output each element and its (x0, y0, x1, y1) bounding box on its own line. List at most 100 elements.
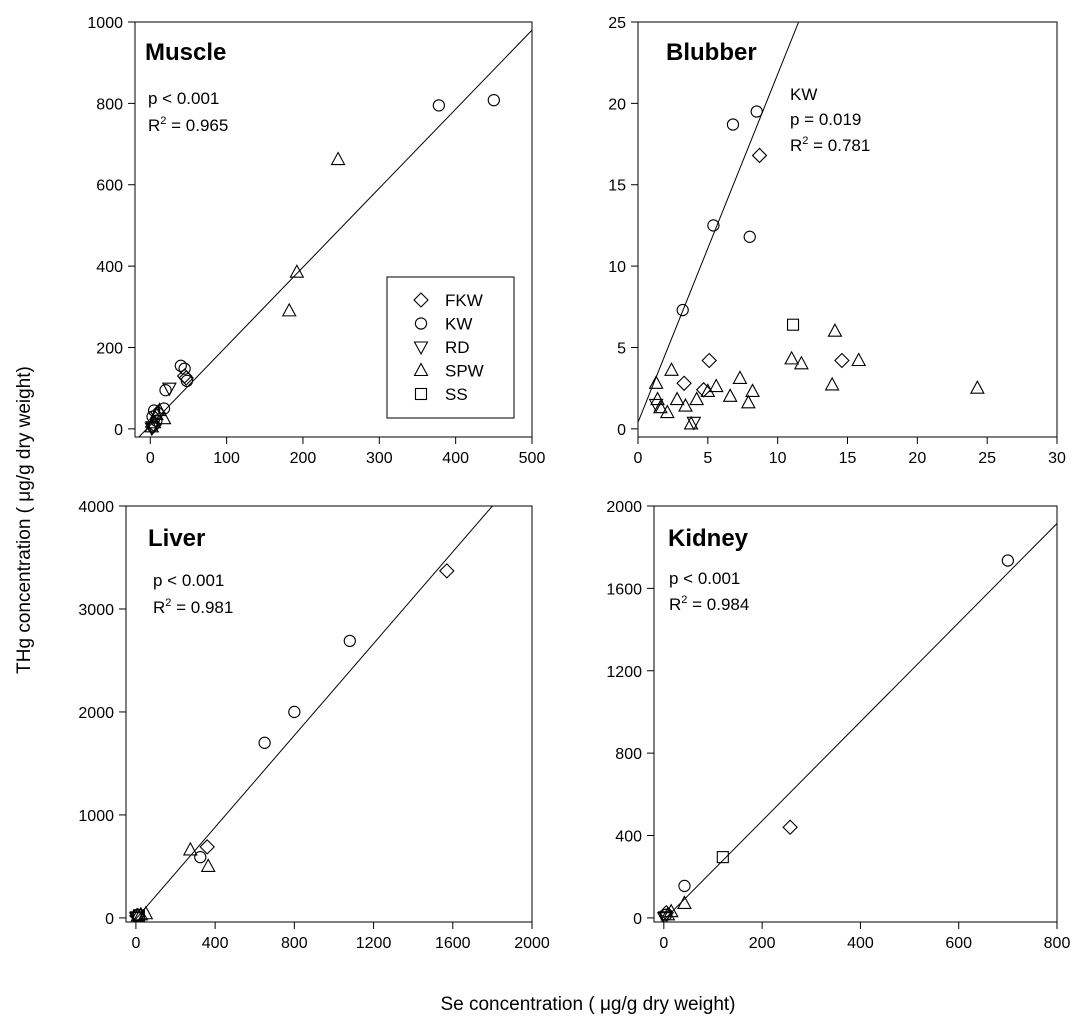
data-point-rd (686, 416, 702, 431)
legend-label-fkw: FKW (445, 291, 483, 310)
legend-marker-ss (414, 387, 428, 401)
data-point-kw (180, 374, 194, 388)
legend-marker-spw (413, 362, 429, 377)
legend-marker-fkw (413, 292, 429, 308)
data-point-spw (281, 302, 297, 317)
panel-title: Kidney (668, 525, 749, 552)
data-point-rd (144, 422, 160, 437)
data-point-spw (824, 376, 840, 391)
data-point-ss (786, 318, 800, 331)
plot-frame-blubber (637, 21, 1058, 438)
y-tick-label: 20 (608, 96, 626, 113)
data-point-ss (716, 851, 729, 864)
data-point-fkw (676, 375, 692, 392)
y-tick-label: 400 (96, 259, 123, 276)
stat-text: p < 0.001 (153, 571, 224, 590)
regression-line (663, 523, 1057, 921)
legend-label-kw: KW (445, 315, 472, 334)
y-tick-label: 200 (96, 340, 123, 357)
y-tick-label: 5 (617, 340, 626, 357)
data-point-kw (159, 384, 172, 397)
plot-area-liver (128, 506, 493, 922)
data-point-spw (664, 362, 679, 376)
legend-label-ss: SS (445, 385, 468, 404)
y-axis-label: THg concentration ( μg/g dry weight) (14, 366, 35, 674)
data-point-fkw (178, 370, 194, 386)
r-squared-text: R2 = 0.781 (790, 135, 870, 155)
data-point-fkw (751, 147, 768, 164)
y-tick-label: 1600 (606, 581, 642, 598)
regression-line (138, 29, 532, 437)
data-point-kw (174, 359, 187, 372)
data-point-spw (289, 264, 305, 278)
data-point-spw (700, 383, 716, 397)
data-point-kw (726, 118, 740, 131)
data-point-rd (656, 912, 672, 922)
x-tick-label: 30 (1048, 450, 1066, 467)
legend-box (386, 276, 515, 419)
x-tick-label: 800 (1044, 935, 1071, 952)
data-point-spw (827, 323, 843, 337)
plot-area-kidney (656, 523, 1057, 922)
data-point-kw (707, 219, 720, 232)
plot-frame-liver (125, 505, 533, 923)
x-tick-label: 800 (281, 935, 308, 952)
data-point-spw (689, 391, 705, 406)
data-point-spw (678, 397, 693, 412)
y-tick-label: 15 (608, 178, 626, 195)
y-tick-label: 0 (105, 911, 114, 928)
data-point-spw (732, 370, 748, 384)
data-point-spw (138, 905, 154, 920)
y-tick-label: 2000 (78, 705, 114, 722)
x-tick-label: 20 (908, 450, 926, 467)
plot-frame-kidney (653, 505, 1058, 923)
data-point-fkw (782, 819, 798, 836)
data-point-spw (708, 378, 724, 393)
data-point-spw (677, 895, 692, 910)
y-tick-label: 1200 (606, 664, 642, 681)
panel-title: Muscle (145, 39, 226, 66)
data-point-kw (743, 230, 756, 243)
plot-area-blubber (638, 22, 985, 431)
x-tick-label: 500 (519, 450, 546, 467)
x-tick-label: 0 (131, 935, 140, 952)
y-tick-label: 0 (114, 422, 123, 439)
data-point-kw (288, 705, 301, 719)
data-point-spw (330, 151, 346, 166)
plot-frame-muscle (134, 21, 533, 438)
regression-line (135, 506, 493, 920)
data-point-spw (652, 399, 668, 414)
r-squared-text: R2 = 0.965 (148, 115, 228, 135)
stat-text: p < 0.001 (669, 569, 740, 588)
data-point-spw (745, 383, 760, 397)
x-tick-label: 400 (847, 935, 874, 952)
panel-title: Blubber (666, 39, 757, 66)
legend-label-spw: SPW (445, 362, 484, 381)
x-tick-label: 25 (978, 450, 996, 467)
y-tick-label: 4000 (78, 499, 114, 516)
x-tick-label: 15 (839, 450, 857, 467)
x-tick-label: 1200 (356, 935, 392, 952)
data-point-spw (784, 350, 800, 365)
panel-liver: 0 400 800 1200 1600 2000 0 1000 2000 3000 4000 Live… (78, 499, 549, 952)
panel-title: Liver (148, 525, 205, 552)
y-tick-label: 400 (615, 829, 642, 846)
data-point-kw (676, 303, 689, 317)
x-tick-label: 200 (749, 935, 776, 952)
x-tick-label: 100 (213, 450, 240, 467)
data-point-spw (969, 380, 985, 394)
data-point-spw (683, 415, 699, 430)
data-point-ss (132, 909, 145, 922)
data-point-kw (678, 879, 691, 893)
data-point-kw (157, 402, 171, 415)
data-point-kw (432, 99, 446, 112)
x-tick-label: 600 (945, 935, 972, 952)
data-point-spw (650, 391, 665, 406)
legend-marker-rd (413, 341, 429, 356)
data-point-spw (669, 391, 685, 406)
data-point-kw (343, 634, 356, 648)
data-point-fkw (701, 352, 718, 369)
data-point-spw (660, 906, 676, 921)
data-point-fkw (834, 352, 850, 369)
